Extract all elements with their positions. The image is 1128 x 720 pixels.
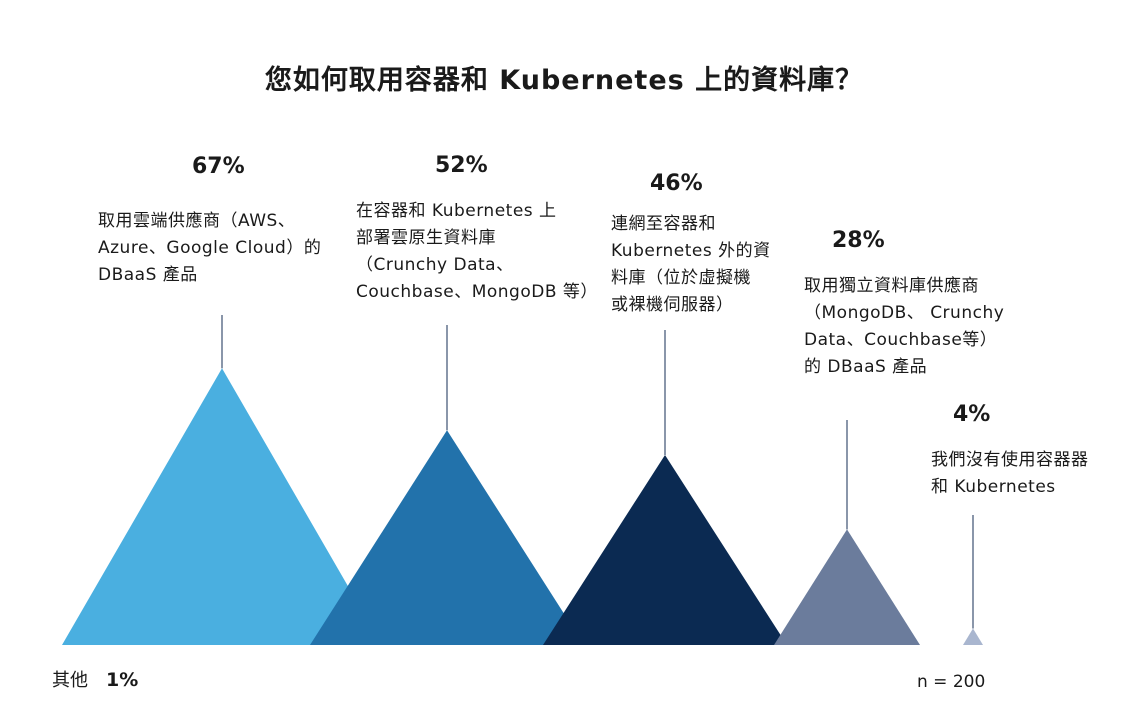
value-label-3: 46% — [650, 171, 703, 196]
chart-title: 您如何取用容器和 Kubernetes 上的資料庫？ — [264, 65, 864, 96]
sample-size: n = 200 — [917, 672, 986, 692]
value-label-1: 67% — [192, 154, 245, 179]
category-label-5: 我們沒有使用容器器 和 Kubernetes — [931, 447, 1089, 501]
category-label-3: 連網至容器和 Kubernetes 外的資 料庫（位於虛擬機 或裸機伺服器） — [611, 211, 771, 319]
category-label-3-line: 連網至容器和 — [611, 214, 716, 234]
category-label-4-line: （MongoDB、 Crunchy — [804, 303, 1005, 323]
category-label-2-line: 在容器和 Kubernetes 上 — [356, 201, 557, 221]
category-label-2: 在容器和 Kubernetes 上 部署雲原生資料庫 （Crunchy Data… — [356, 198, 598, 306]
category-label-1: 取用雲端供應商（AWS、 Azure、Google Cloud）的 DBaaS … — [98, 208, 321, 289]
category-label-3-line: 或裸機伺服器） — [611, 295, 734, 315]
other-entry: 其他 1% — [52, 666, 138, 692]
other-value-label: 1% — [106, 669, 139, 691]
category-label-4-line: 的 DBaaS 產品 — [804, 357, 928, 377]
value-label-2: 52% — [435, 153, 488, 178]
category-label-3-line: 料庫（位於虛擬機 — [611, 268, 751, 288]
triangle-bar-3 — [543, 455, 787, 645]
other-label: 其他 — [52, 670, 88, 691]
category-label-2-line: 部署雲原生資料庫 — [356, 228, 496, 248]
category-label-4-line: 取用獨立資料庫供應商 — [804, 276, 979, 296]
triangle-bar-5 — [963, 628, 983, 645]
value-label-5: 4% — [953, 402, 991, 427]
category-label-2-line: （Crunchy Data、 — [356, 255, 514, 275]
triangle-bar-1 — [62, 368, 382, 645]
category-label-4: 取用獨立資料庫供應商 （MongoDB、 Crunchy Data、Couchb… — [804, 273, 1004, 381]
category-label-5-line: 和 Kubernetes — [931, 477, 1056, 497]
category-label-1-line: DBaaS 產品 — [98, 265, 198, 285]
category-label-4-line: Data、Couchbase等） — [804, 330, 998, 350]
category-label-1-line: Azure、Google Cloud）的 — [98, 238, 322, 258]
category-label-1-line: 取用雲端供應商（AWS、 — [98, 211, 296, 231]
category-label-5-line: 我們沒有使用容器器 — [931, 450, 1089, 470]
category-label-3-line: Kubernetes 外的資 — [611, 241, 771, 261]
triangle-bar-2 — [310, 430, 584, 645]
triangle-bar-4 — [774, 529, 920, 645]
category-label-2-line: Couchbase、MongoDB 等） — [356, 282, 598, 302]
value-label-4: 28% — [832, 228, 885, 253]
